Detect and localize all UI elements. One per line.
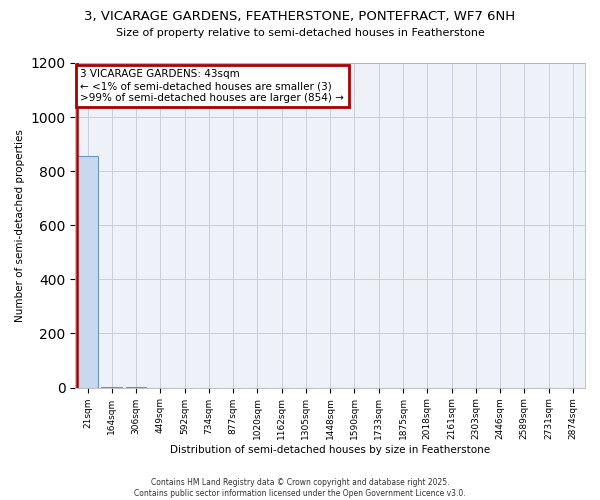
X-axis label: Distribution of semi-detached houses by size in Featherstone: Distribution of semi-detached houses by … (170, 445, 490, 455)
Text: 3 VICARAGE GARDENS: 43sqm
← <1% of semi-detached houses are smaller (3)
>99% of : 3 VICARAGE GARDENS: 43sqm ← <1% of semi-… (80, 70, 344, 102)
Text: 3, VICARAGE GARDENS, FEATHERSTONE, PONTEFRACT, WF7 6NH: 3, VICARAGE GARDENS, FEATHERSTONE, PONTE… (85, 10, 515, 23)
Bar (101, 387, 122, 388)
Y-axis label: Number of semi-detached properties: Number of semi-detached properties (15, 129, 25, 322)
Text: Size of property relative to semi-detached houses in Featherstone: Size of property relative to semi-detach… (116, 28, 484, 38)
Text: Contains HM Land Registry data © Crown copyright and database right 2025.
Contai: Contains HM Land Registry data © Crown c… (134, 478, 466, 498)
Bar (77, 156, 98, 388)
